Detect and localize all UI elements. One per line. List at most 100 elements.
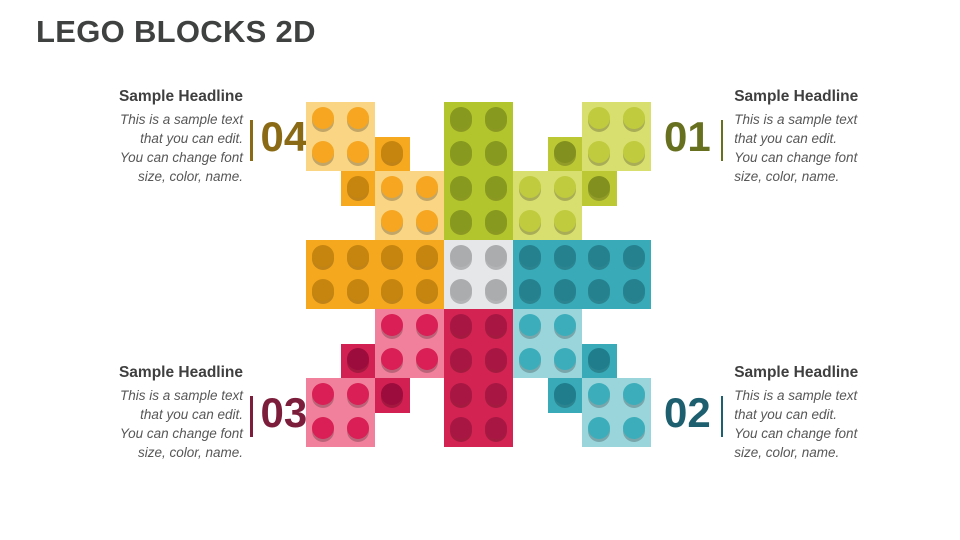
lego-stud: [484, 279, 507, 302]
lego-stud: [450, 313, 473, 336]
lego-block: [375, 378, 410, 413]
lego-stud: [450, 210, 473, 233]
lego-stud: [450, 417, 473, 440]
lego-block: [582, 102, 651, 171]
lego-stud: [450, 106, 473, 129]
callout-04: Sample Headline This is a sample text th…: [95, 88, 307, 186]
callout-headline: Sample Headline: [734, 88, 859, 105]
callout-03: Sample Headline This is a sample text th…: [95, 364, 307, 462]
callout-headline: Sample Headline: [734, 364, 859, 381]
callout-02-text: Sample Headline This is a sample text th…: [734, 364, 882, 462]
callout-03-number-group: 03: [250, 364, 307, 437]
lego-block: [582, 343, 617, 378]
lego-stud: [450, 348, 473, 371]
lego-block: [513, 309, 582, 378]
lego-stud: [381, 210, 404, 233]
lego-stud: [450, 382, 473, 405]
lego-stud: [346, 382, 369, 405]
lego-block: [547, 378, 582, 413]
callout-02-number-group: 02: [664, 364, 724, 437]
lego-stud: [381, 348, 404, 371]
lego-stud: [622, 382, 645, 405]
lego-block: [306, 102, 375, 171]
lego-stud: [415, 313, 438, 336]
lego-block: [444, 309, 513, 447]
lego-stud: [312, 106, 335, 129]
lego-stud: [553, 279, 576, 302]
lego-stud: [312, 279, 335, 302]
lego-stud: [484, 106, 507, 129]
lego-stud: [519, 210, 542, 233]
callout-01: 01 Sample Headline This is a sample text…: [664, 88, 882, 186]
lego-stud: [588, 417, 611, 440]
lego-stud: [553, 141, 576, 164]
lego-stud: [519, 279, 542, 302]
lego-block: [340, 171, 375, 206]
lego-stud: [622, 141, 645, 164]
lego-stud: [519, 348, 542, 371]
callout-body: This is a sample text that you can edit.…: [119, 388, 243, 460]
separator-line: [720, 396, 724, 437]
lego-stud: [622, 417, 645, 440]
page-title: LEGO BLOCKS 2D: [36, 14, 316, 49]
callout-04-text: Sample Headline This is a sample text th…: [95, 88, 243, 186]
lego-stud: [381, 279, 404, 302]
lego-stud: [381, 141, 404, 164]
lego-stud: [588, 279, 611, 302]
callout-number: 02: [664, 389, 711, 436]
lego-stud: [588, 175, 611, 198]
lego-block: [306, 240, 444, 309]
callout-body: This is a sample text that you can edit.…: [734, 112, 858, 184]
lego-stud: [381, 175, 404, 198]
callout-01-text: Sample Headline This is a sample text th…: [734, 88, 882, 186]
lego-block: [375, 171, 444, 240]
lego-stud: [381, 382, 404, 405]
lego-stud: [588, 348, 611, 371]
lego-stud: [484, 210, 507, 233]
lego-stud: [346, 279, 369, 302]
lego-block: [340, 343, 375, 378]
lego-stud: [415, 279, 438, 302]
lego-stud: [484, 175, 507, 198]
lego-diagram: [306, 102, 651, 447]
lego-stud: [415, 175, 438, 198]
lego-block: [513, 171, 582, 240]
lego-block: [547, 136, 582, 171]
lego-stud: [312, 141, 335, 164]
lego-stud: [484, 141, 507, 164]
lego-block: [444, 240, 513, 309]
separator-line: [250, 120, 253, 161]
callout-01-number-group: 01: [664, 88, 724, 161]
lego-stud: [622, 244, 645, 267]
lego-stud: [553, 348, 576, 371]
lego-stud: [588, 244, 611, 267]
lego-stud: [553, 210, 576, 233]
lego-stud: [622, 279, 645, 302]
lego-block: [375, 309, 444, 378]
lego-stud: [415, 244, 438, 267]
callout-number: 04: [260, 113, 308, 160]
lego-block: [306, 378, 375, 447]
lego-stud: [553, 313, 576, 336]
lego-stud: [588, 106, 611, 129]
callout-02: 02 Sample Headline This is a sample text…: [664, 364, 882, 462]
callout-headline: Sample Headline: [118, 88, 243, 105]
lego-stud: [588, 382, 611, 405]
lego-stud: [450, 244, 473, 267]
lego-stud: [588, 141, 611, 164]
callout-04-number-group: 04: [250, 88, 307, 161]
callout-number: 03: [260, 389, 308, 436]
callout-body: This is a sample text that you can edit.…: [734, 388, 858, 460]
callout-number: 01: [664, 113, 711, 160]
lego-stud: [346, 417, 369, 440]
lego-stud: [553, 382, 576, 405]
callout-headline: Sample Headline: [118, 364, 243, 381]
callout-03-text: Sample Headline This is a sample text th…: [95, 364, 243, 462]
separator-line: [720, 120, 724, 161]
lego-stud: [519, 175, 542, 198]
lego-stud: [484, 348, 507, 371]
lego-block: [375, 136, 410, 171]
lego-block: [513, 240, 651, 309]
lego-stud: [519, 244, 542, 267]
lego-stud: [484, 244, 507, 267]
